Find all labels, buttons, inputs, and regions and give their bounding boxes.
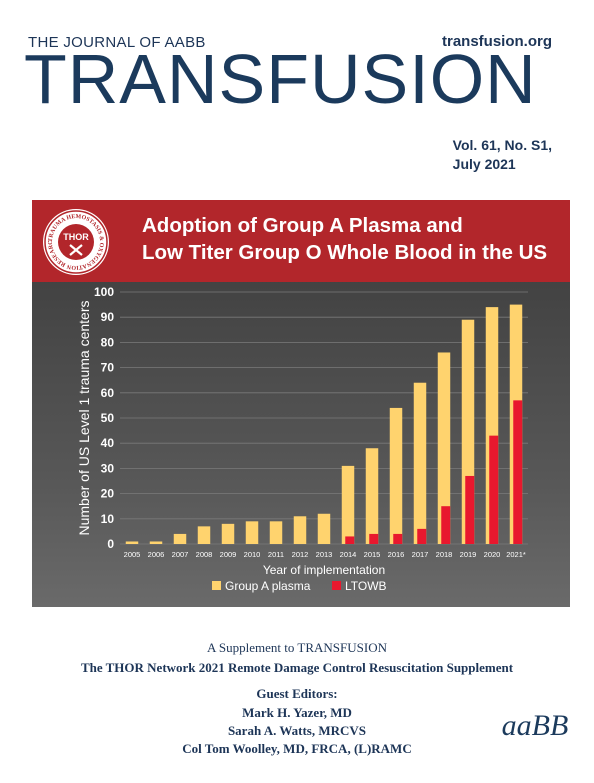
x-tick-label: 2017 — [412, 550, 429, 559]
supplement-subtitle: The THOR Network 2021 Remote Damage Cont… — [80, 660, 514, 675]
bar-group-a-plasma — [125, 541, 139, 544]
x-tick-label: 2012 — [292, 550, 309, 559]
legend-label-ltowb: LTOWB — [345, 579, 387, 593]
masthead-title: TRANSFUSION — [24, 40, 537, 118]
guest-editor-3: Col Tom Woolley, MD, FRCA, (L)RAMC — [182, 741, 412, 756]
journal-of-label: THE JOURNAL OF AABB — [28, 34, 206, 51]
issue-date: July 2021 — [452, 155, 516, 172]
y-tick-label: 60 — [101, 386, 115, 400]
aabb-logo-text: aaBB — [502, 709, 569, 742]
bar-ltowb — [465, 475, 475, 544]
x-axis-title: Year of implementation — [263, 563, 385, 577]
x-tick-label: 2018 — [436, 550, 453, 559]
bar-group-a-plasma — [389, 407, 403, 544]
issue-info: Vol. 61, No. S1, July 2021 — [453, 136, 552, 174]
x-tick-label: 2013 — [316, 550, 333, 559]
bar-ltowb — [441, 506, 451, 544]
volume-number: Vol. 61, No. S1, — [452, 137, 552, 153]
bar-group-a-plasma — [149, 541, 163, 544]
bar-group-a-plasma — [293, 516, 307, 544]
y-tick-label: 10 — [101, 512, 115, 526]
cover-figure-panel: TRAUMA HEMOSTASIS & OXYGENATION RESEARCH… — [32, 200, 570, 607]
thor-seal-icon: TRAUMA HEMOSTASIS & OXYGENATION RESEARCH… — [41, 207, 109, 275]
bar-ltowb — [417, 528, 427, 544]
legend-label-group-a: Group A plasma — [225, 579, 311, 593]
x-tick-label: 2006 — [148, 550, 165, 559]
bar-ltowb — [513, 400, 523, 544]
bar-group-a-plasma — [317, 513, 331, 544]
banner-title-line1: Adoption of Group A Plasma and — [142, 214, 463, 237]
bar-group-a-plasma — [365, 448, 379, 544]
bar-ltowb — [345, 536, 355, 544]
y-tick-label: 0 — [107, 537, 114, 551]
x-tick-label: 2021* — [506, 550, 526, 559]
aabb-logo-icon: aaBB — [502, 709, 569, 742]
bar-ltowb — [369, 533, 379, 544]
legend-swatch-ltowb — [332, 581, 341, 590]
bar-group-a-plasma — [413, 382, 427, 544]
title-banner: TRAUMA HEMOSTASIS & OXYGENATION RESEARCH… — [32, 200, 570, 282]
y-axis-title: Number of US Level 1 trauma centers — [76, 301, 92, 536]
banner-title-line2: Low Titer Group O Whole Blood in the US — [142, 240, 548, 264]
y-tick-label: 50 — [101, 411, 115, 425]
y-tick-label: 80 — [101, 335, 115, 349]
x-tick-label: 2007 — [172, 550, 189, 559]
bar-group-a-plasma — [197, 526, 211, 544]
x-tick-label: 2015 — [364, 550, 381, 559]
bar-group-a-plasma — [341, 465, 355, 544]
y-tick-label: 90 — [101, 310, 115, 324]
guest-editor-2: Sarah A. Watts, MRCVS — [227, 723, 367, 738]
seal-center-text: THOR — [63, 232, 89, 242]
supplement-line: A Supplement to TRANSFUSION — [207, 640, 387, 655]
x-tick-label: 2019 — [460, 550, 477, 559]
guest-editors-heading: Guest Editors: — [256, 686, 338, 701]
y-tick-label: 70 — [101, 361, 115, 375]
guest-editor-1: Mark H. Yazer, MD — [242, 705, 352, 720]
x-tick-label: 2005 — [124, 550, 141, 559]
x-tick-label: 2014 — [340, 550, 357, 559]
x-tick-label: 2016 — [388, 550, 405, 559]
y-tick-label: 20 — [101, 487, 115, 501]
y-tick-label: 40 — [101, 436, 115, 450]
x-tick-label: 2020 — [484, 550, 501, 559]
bar-ltowb — [489, 435, 499, 544]
y-tick-label: 100 — [94, 285, 114, 299]
bar-group-a-plasma — [245, 521, 259, 544]
bar-group-a-plasma — [221, 523, 235, 544]
bar-ltowb — [393, 533, 403, 544]
x-tick-label: 2009 — [220, 550, 237, 559]
x-tick-label: 2011 — [268, 550, 284, 559]
x-tick-label: 2010 — [244, 550, 261, 559]
bar-group-a-plasma — [437, 352, 451, 544]
website-link[interactable]: transfusion.org — [441, 33, 552, 50]
x-tick-label: 2008 — [196, 550, 213, 559]
legend-swatch-group-a — [212, 581, 221, 590]
bar-group-a-plasma — [269, 521, 283, 544]
trauma-center-bar-chart: 0 10 20 30 40 50 60 70 80 90 100 2005 2006 2007 2008 20… — [76, 285, 528, 593]
y-tick-label: 30 — [101, 461, 115, 475]
bar-group-a-plasma — [173, 533, 187, 544]
